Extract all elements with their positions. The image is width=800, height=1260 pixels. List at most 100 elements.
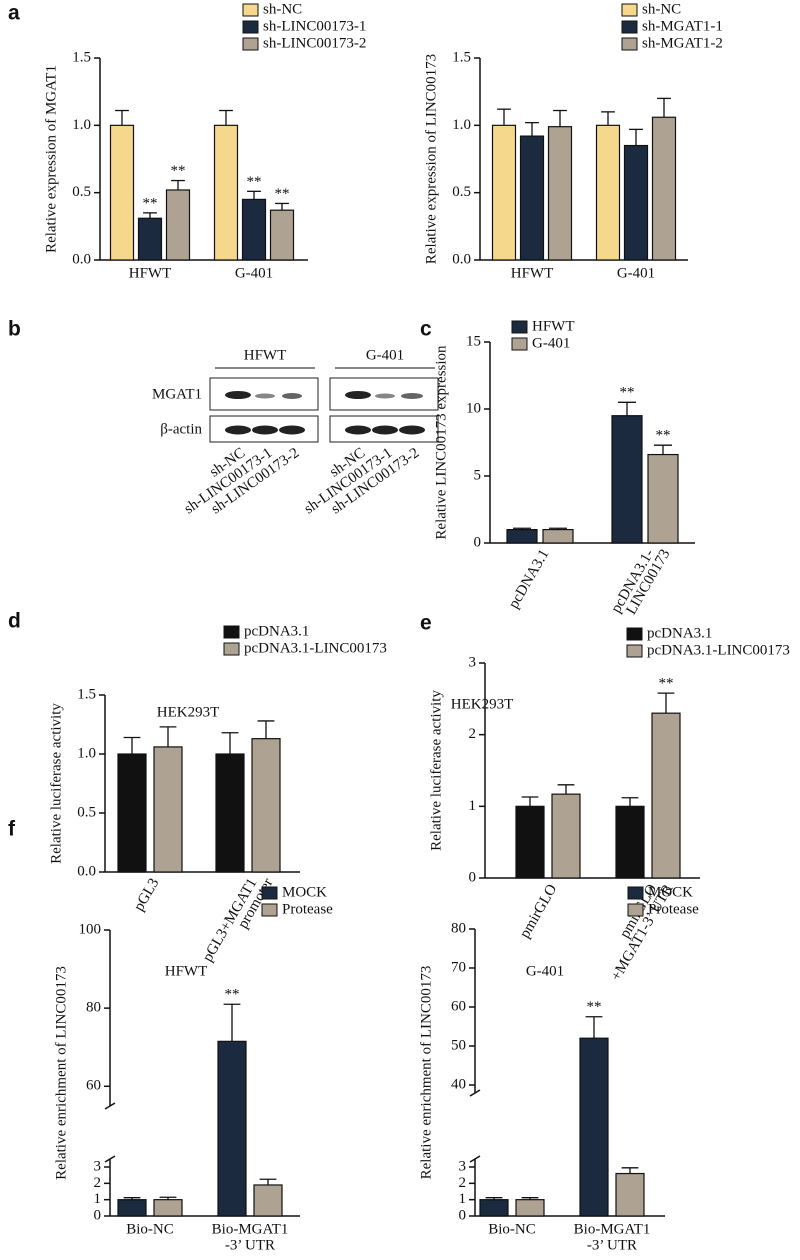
error-bar [657,97,671,118]
legend-label: sh-LINC00173-1 [263,18,366,34]
legend-swatch [511,320,528,334]
y-tick-label: 0 [469,869,477,885]
legend-label: Protease [648,901,699,917]
x-tick-label: -3’ UTR [225,1237,275,1253]
y-tick-label: 15 [466,333,481,349]
legend-swatch [223,642,240,656]
band [375,393,395,399]
x-tick-label: G-401 [235,265,273,281]
bar [253,1184,283,1217]
x-tick-label: Bio-NC [126,1221,174,1237]
error-bar [219,109,233,126]
bar [215,753,245,873]
error-bar [621,797,639,807]
legend-swatch [621,3,638,17]
y-tick-label: 3 [94,1158,102,1174]
error-bar [171,179,185,190]
bar [137,217,163,261]
panel-label: d [8,610,21,633]
y-tick-label: 5 [474,467,482,483]
error-bar [485,1197,503,1200]
chart-title: HEK293T [451,696,514,712]
chart: 0.0 0.5 1.0 1.5 Relative luciferase activity… [48,623,386,964]
significance: ** [620,385,635,401]
y-tick-label: 100 [79,921,102,937]
error-bar [513,527,531,530]
legend-label: Protease [282,901,333,917]
bar [241,198,267,261]
bar [217,1040,247,1217]
chart-title: HEK293T [157,704,220,720]
legend-label: MOCK [282,884,327,900]
legend-swatch [621,20,638,34]
error-bar [257,720,275,739]
error-bar [553,109,567,127]
legend-swatch [626,644,643,658]
y-tick-label: 1.0 [77,745,96,761]
blot-row: MGAT1 [152,386,202,402]
bar [506,528,538,544]
legend-swatch [261,903,278,917]
y-tick-label: 0 [94,1207,102,1223]
bar [479,1199,509,1217]
chart: 0 1 2 3 Relative luciferase activity HEK293T p… [428,625,789,983]
bar [595,124,621,261]
error-bar [621,1167,639,1174]
x-tick-label: -3’ UTR [587,1237,637,1253]
y-tick-label: 0.5 [452,184,471,200]
legend-label: sh-MGAT1-2 [642,35,723,51]
significance: ** [247,174,262,190]
bar [153,746,183,873]
error-bar [123,736,141,754]
band [252,425,278,435]
error-bar [123,1197,141,1200]
x-tick-label: HFWT [129,265,172,281]
y-tick-label: 0.0 [72,251,91,267]
bar [269,209,295,261]
error-bar [654,444,672,455]
y-tick-label: 0.0 [452,251,471,267]
bar [519,135,545,261]
bar [623,144,649,261]
y-axis-label: Relative luciferase activity [428,690,444,851]
bar [542,528,574,544]
error-bar [159,726,177,747]
x-tick-label: pGL3 [131,876,162,914]
legend-swatch [261,886,278,900]
significance: ** [659,676,674,692]
bar [491,124,517,261]
legend-swatch [242,3,259,17]
significance: ** [275,186,290,202]
band [255,393,275,399]
error-bar [657,692,675,714]
y-tick-label: 70 [451,959,466,975]
y-tick-label: 1 [469,798,477,814]
band [372,425,398,435]
x-tick-label: G-401 [617,265,655,281]
legend-label: G-401 [532,335,570,351]
y-tick-label: 60 [86,1078,101,1094]
panel-label: c [420,318,432,341]
bar [651,712,681,879]
y-axis-label: Relative expression of MGAT1 [43,65,59,253]
y-tick-label: 2 [459,1175,467,1191]
band [345,425,371,435]
x-tick-label: Bio-MGAT1 [212,1221,289,1237]
chart-title: HFWT [165,963,208,979]
y-tick-label: 3 [469,654,477,670]
bar [515,805,545,879]
panel-label: f [8,818,16,841]
legend-label: sh-MGAT1-1 [642,18,723,34]
legend-swatch [242,20,259,34]
y-tick-label: 1 [459,1191,467,1207]
band [279,425,305,435]
significance: ** [587,999,602,1015]
y-axis-label: Relative luciferase activity [48,703,64,864]
legend-swatch [223,625,240,639]
y-tick-label: 1.5 [72,49,91,65]
significance: ** [225,987,240,1003]
legend-label: pcDNA3.1 [244,623,309,639]
error-bar [259,1178,277,1185]
